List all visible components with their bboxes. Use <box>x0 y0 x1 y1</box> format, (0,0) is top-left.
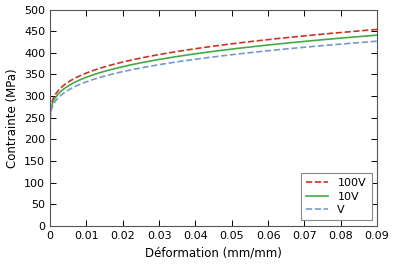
10V <box>360 35 365 38</box>
10V <box>246 46 251 49</box>
Line: 100V: 100V <box>50 29 377 226</box>
V <box>375 39 380 43</box>
V <box>178 60 182 63</box>
10V <box>48 224 53 228</box>
V <box>205 56 209 59</box>
V <box>360 41 365 44</box>
100V <box>113 62 118 65</box>
100V <box>375 28 380 31</box>
100V <box>246 40 251 43</box>
10V <box>113 67 118 70</box>
V <box>48 224 53 228</box>
Y-axis label: Contrainte (MPa): Contrainte (MPa) <box>6 68 19 167</box>
V <box>156 63 161 66</box>
10V <box>178 54 182 58</box>
X-axis label: Déformation (mm/mm): Déformation (mm/mm) <box>145 246 282 259</box>
100V <box>48 224 53 228</box>
Legend: 100V, 10V, V: 100V, 10V, V <box>301 173 372 220</box>
100V <box>156 53 161 56</box>
100V <box>205 46 209 49</box>
V <box>113 72 118 75</box>
Line: 10V: 10V <box>50 35 377 226</box>
V <box>246 51 251 54</box>
Line: V: V <box>50 41 377 226</box>
100V <box>360 29 365 32</box>
10V <box>375 34 380 37</box>
10V <box>205 51 209 54</box>
10V <box>156 58 161 61</box>
100V <box>178 49 182 52</box>
